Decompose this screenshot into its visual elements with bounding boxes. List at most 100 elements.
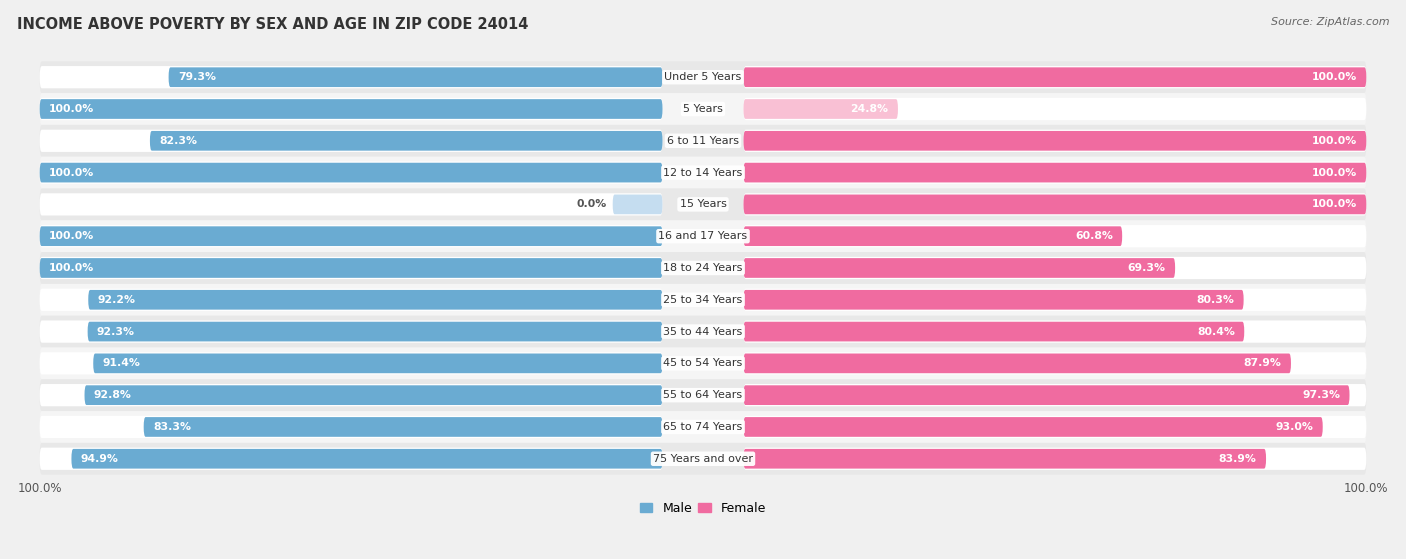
FancyBboxPatch shape bbox=[39, 220, 1367, 252]
FancyBboxPatch shape bbox=[744, 320, 1367, 343]
Text: 16 and 17 Years: 16 and 17 Years bbox=[658, 231, 748, 241]
Text: 92.3%: 92.3% bbox=[97, 326, 135, 337]
FancyBboxPatch shape bbox=[39, 98, 662, 120]
Text: 55 to 64 Years: 55 to 64 Years bbox=[664, 390, 742, 400]
FancyBboxPatch shape bbox=[39, 61, 1367, 93]
FancyBboxPatch shape bbox=[169, 67, 662, 87]
FancyBboxPatch shape bbox=[744, 66, 1367, 88]
Text: 80.3%: 80.3% bbox=[1197, 295, 1234, 305]
Text: Under 5 Years: Under 5 Years bbox=[665, 72, 741, 82]
Text: 100.0%: 100.0% bbox=[1312, 200, 1357, 210]
Text: 100.0%: 100.0% bbox=[49, 231, 94, 241]
FancyBboxPatch shape bbox=[39, 288, 662, 311]
FancyBboxPatch shape bbox=[39, 284, 1367, 316]
Text: 93.0%: 93.0% bbox=[1275, 422, 1313, 432]
Text: 92.8%: 92.8% bbox=[94, 390, 132, 400]
FancyBboxPatch shape bbox=[39, 443, 1367, 475]
Text: 97.3%: 97.3% bbox=[1302, 390, 1340, 400]
Text: Source: ZipAtlas.com: Source: ZipAtlas.com bbox=[1271, 17, 1389, 27]
FancyBboxPatch shape bbox=[744, 67, 1367, 87]
Text: 100.0%: 100.0% bbox=[1312, 168, 1357, 178]
FancyBboxPatch shape bbox=[744, 417, 1323, 437]
Text: 92.2%: 92.2% bbox=[97, 295, 135, 305]
FancyBboxPatch shape bbox=[39, 162, 662, 184]
FancyBboxPatch shape bbox=[39, 163, 662, 182]
FancyBboxPatch shape bbox=[744, 322, 1244, 342]
Text: 24.8%: 24.8% bbox=[851, 104, 889, 114]
Text: 100.0%: 100.0% bbox=[1312, 72, 1357, 82]
FancyBboxPatch shape bbox=[744, 130, 1367, 152]
FancyBboxPatch shape bbox=[39, 320, 662, 343]
Text: 83.3%: 83.3% bbox=[153, 422, 191, 432]
Legend: Male, Female: Male, Female bbox=[636, 497, 770, 520]
Text: 100.0%: 100.0% bbox=[49, 104, 94, 114]
FancyBboxPatch shape bbox=[39, 66, 662, 88]
Text: 87.9%: 87.9% bbox=[1244, 358, 1282, 368]
FancyBboxPatch shape bbox=[744, 131, 1367, 151]
Text: 45 to 54 Years: 45 to 54 Years bbox=[664, 358, 742, 368]
FancyBboxPatch shape bbox=[39, 352, 662, 375]
FancyBboxPatch shape bbox=[39, 188, 1367, 220]
FancyBboxPatch shape bbox=[744, 257, 1367, 279]
FancyBboxPatch shape bbox=[39, 379, 1367, 411]
Text: 100.0%: 100.0% bbox=[1312, 136, 1357, 146]
FancyBboxPatch shape bbox=[39, 157, 1367, 188]
FancyBboxPatch shape bbox=[744, 225, 1367, 247]
FancyBboxPatch shape bbox=[39, 99, 662, 119]
FancyBboxPatch shape bbox=[744, 385, 1350, 405]
FancyBboxPatch shape bbox=[744, 163, 1367, 182]
FancyBboxPatch shape bbox=[744, 226, 1122, 246]
FancyBboxPatch shape bbox=[39, 384, 662, 406]
FancyBboxPatch shape bbox=[87, 322, 662, 342]
FancyBboxPatch shape bbox=[613, 195, 662, 214]
FancyBboxPatch shape bbox=[744, 448, 1367, 470]
Text: 91.4%: 91.4% bbox=[103, 358, 141, 368]
FancyBboxPatch shape bbox=[93, 353, 662, 373]
FancyBboxPatch shape bbox=[744, 195, 1367, 214]
FancyBboxPatch shape bbox=[150, 131, 662, 151]
FancyBboxPatch shape bbox=[744, 99, 898, 119]
FancyBboxPatch shape bbox=[744, 384, 1367, 406]
FancyBboxPatch shape bbox=[744, 416, 1367, 438]
Text: 18 to 24 Years: 18 to 24 Years bbox=[664, 263, 742, 273]
Text: 94.9%: 94.9% bbox=[80, 454, 118, 464]
Text: 82.3%: 82.3% bbox=[159, 136, 197, 146]
FancyBboxPatch shape bbox=[744, 352, 1367, 375]
Text: 60.8%: 60.8% bbox=[1076, 231, 1112, 241]
FancyBboxPatch shape bbox=[744, 449, 1265, 468]
FancyBboxPatch shape bbox=[39, 448, 662, 470]
Text: 15 Years: 15 Years bbox=[679, 200, 727, 210]
FancyBboxPatch shape bbox=[39, 416, 662, 438]
Text: 83.9%: 83.9% bbox=[1219, 454, 1257, 464]
FancyBboxPatch shape bbox=[744, 98, 1367, 120]
FancyBboxPatch shape bbox=[744, 290, 1244, 310]
FancyBboxPatch shape bbox=[39, 258, 662, 278]
Text: 35 to 44 Years: 35 to 44 Years bbox=[664, 326, 742, 337]
Text: INCOME ABOVE POVERTY BY SEX AND AGE IN ZIP CODE 24014: INCOME ABOVE POVERTY BY SEX AND AGE IN Z… bbox=[17, 17, 529, 32]
Text: 6 to 11 Years: 6 to 11 Years bbox=[666, 136, 740, 146]
FancyBboxPatch shape bbox=[39, 225, 662, 247]
FancyBboxPatch shape bbox=[744, 353, 1291, 373]
Text: 5 Years: 5 Years bbox=[683, 104, 723, 114]
Text: 80.4%: 80.4% bbox=[1197, 326, 1234, 337]
FancyBboxPatch shape bbox=[89, 290, 662, 310]
Text: 100.0%: 100.0% bbox=[49, 263, 94, 273]
FancyBboxPatch shape bbox=[39, 411, 1367, 443]
FancyBboxPatch shape bbox=[143, 417, 662, 437]
FancyBboxPatch shape bbox=[744, 288, 1367, 311]
FancyBboxPatch shape bbox=[744, 193, 1367, 216]
FancyBboxPatch shape bbox=[744, 162, 1367, 184]
FancyBboxPatch shape bbox=[72, 449, 662, 468]
Text: 100.0%: 100.0% bbox=[49, 168, 94, 178]
FancyBboxPatch shape bbox=[39, 130, 662, 152]
Text: 12 to 14 Years: 12 to 14 Years bbox=[664, 168, 742, 178]
Text: 25 to 34 Years: 25 to 34 Years bbox=[664, 295, 742, 305]
Text: 69.3%: 69.3% bbox=[1128, 263, 1166, 273]
FancyBboxPatch shape bbox=[39, 348, 1367, 379]
FancyBboxPatch shape bbox=[39, 257, 662, 279]
FancyBboxPatch shape bbox=[39, 125, 1367, 157]
Text: 75 Years and over: 75 Years and over bbox=[652, 454, 754, 464]
Text: 79.3%: 79.3% bbox=[179, 72, 217, 82]
FancyBboxPatch shape bbox=[39, 93, 1367, 125]
Text: 0.0%: 0.0% bbox=[576, 200, 606, 210]
